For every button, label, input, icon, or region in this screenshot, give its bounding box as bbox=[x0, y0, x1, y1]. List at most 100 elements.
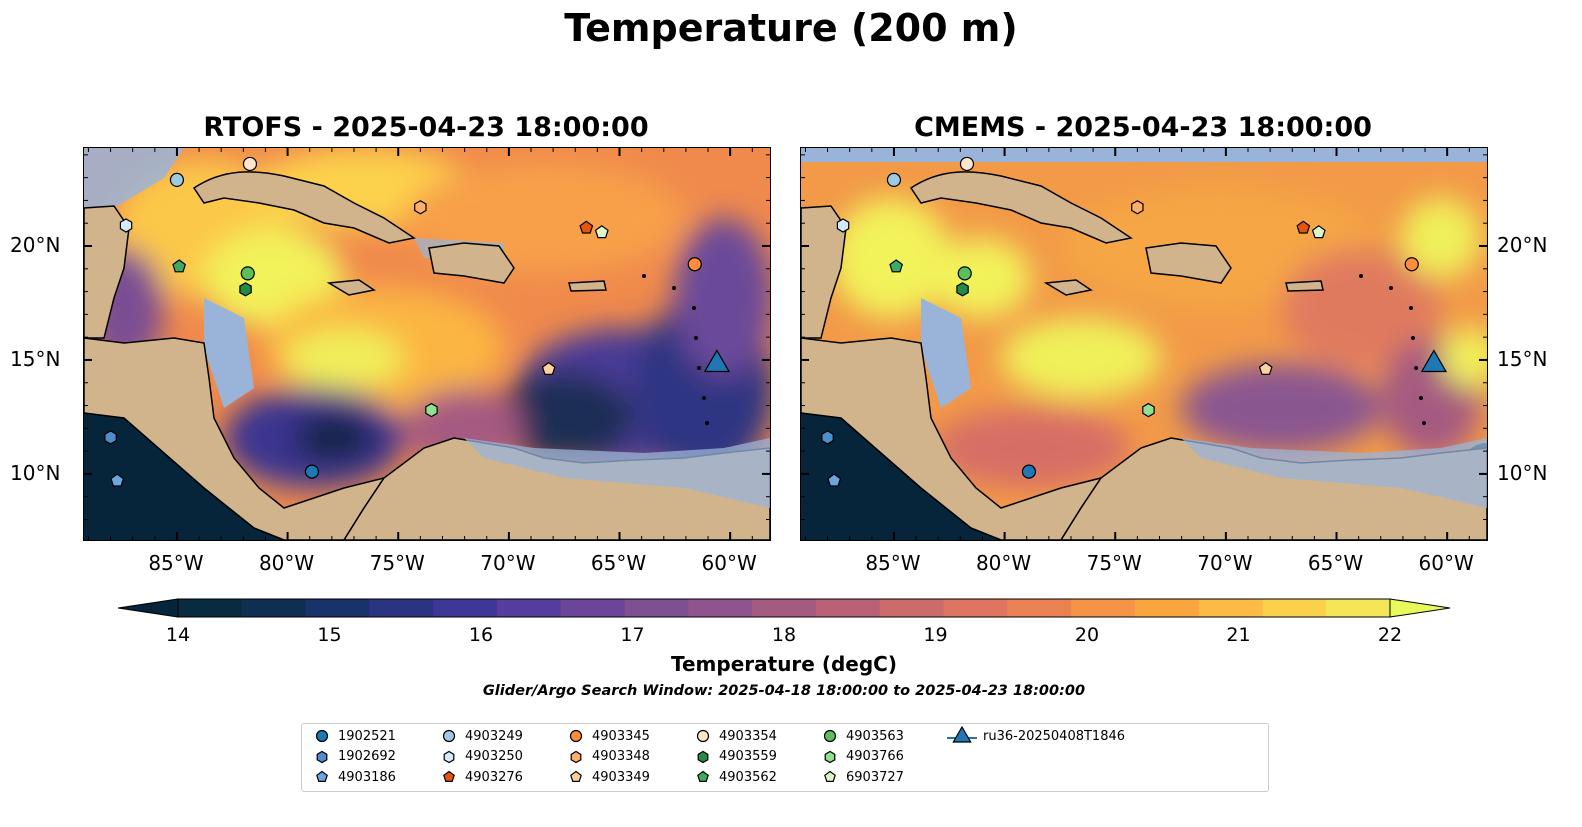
map-rtofs[interactable] bbox=[83, 147, 771, 541]
legend-item: 4903766 bbox=[820, 747, 904, 767]
colorbar-bin bbox=[1198, 599, 1263, 617]
legend-label: 4903349 bbox=[592, 769, 650, 785]
colorbar bbox=[118, 598, 1451, 618]
land-cuba bbox=[909, 171, 1133, 244]
legend-marker bbox=[697, 750, 709, 763]
colorbar-tick-label: 16 bbox=[468, 624, 494, 646]
legend-marker bbox=[696, 729, 710, 743]
colorbar-bin bbox=[1007, 599, 1072, 617]
colorbar-tick-label: 19 bbox=[923, 624, 948, 646]
colorbar-bin bbox=[624, 599, 689, 617]
legend-marker-icon bbox=[443, 750, 455, 763]
colorbar-bin bbox=[1326, 599, 1391, 617]
legend-marker-icon bbox=[442, 729, 456, 743]
float-marker-1902692 bbox=[821, 430, 834, 445]
float-marker-4903186 bbox=[827, 473, 842, 487]
colorbar-bin bbox=[1262, 599, 1327, 617]
colorbar-tick-label: 20 bbox=[1074, 624, 1100, 646]
colorbar-bin bbox=[943, 599, 1008, 617]
lon-tick-label: 60°W bbox=[701, 551, 757, 575]
legend-marker bbox=[315, 729, 329, 743]
colorbar-bin bbox=[688, 599, 753, 617]
float-marker-4903345 bbox=[687, 257, 702, 272]
colorbar-tick-label: 17 bbox=[620, 624, 645, 646]
land-hispaniola bbox=[428, 242, 515, 284]
float-marker-4903276 bbox=[579, 220, 594, 234]
lon-tick-label: 65°W bbox=[1307, 551, 1364, 575]
float-marker-6903727 bbox=[594, 225, 609, 239]
float-marker-4903766 bbox=[425, 402, 438, 418]
legend-label: 1902692 bbox=[338, 749, 396, 764]
legend-item: 1902692 bbox=[312, 747, 396, 767]
legend-marker bbox=[316, 770, 328, 782]
land bbox=[801, 171, 1487, 540]
legend-label: 4903186 bbox=[338, 769, 396, 785]
lat-tick-label: 20°N bbox=[1497, 233, 1548, 257]
float-marker-4903250 bbox=[836, 218, 850, 233]
lat-tick-label: 15°N bbox=[10, 346, 61, 371]
legend-marker-icon bbox=[315, 729, 329, 743]
colorbar-under-extend bbox=[118, 598, 179, 618]
float-marker-4903348 bbox=[414, 200, 427, 215]
legend-item: 4903250 bbox=[439, 747, 523, 767]
legend-marker-icon bbox=[697, 770, 709, 782]
land-jamaica bbox=[326, 279, 376, 296]
float-marker-4903249 bbox=[169, 172, 185, 188]
land bbox=[84, 171, 770, 540]
lon-tick-label: 65°W bbox=[590, 551, 647, 575]
legend-marker-icon bbox=[443, 770, 455, 782]
float-marker-1902521 bbox=[1021, 464, 1037, 479]
float-marker-4903766 bbox=[1142, 402, 1155, 418]
legend-marker-icon bbox=[316, 770, 328, 782]
float-markers bbox=[104, 156, 731, 487]
legend-item: 4903249 bbox=[439, 726, 523, 746]
lon-tick-label: 70°W bbox=[1197, 551, 1253, 575]
float-marker-4903348 bbox=[1131, 200, 1144, 215]
lon-tick-label: 85°W bbox=[148, 551, 204, 575]
float-marker-4903349 bbox=[541, 361, 556, 375]
legend-label: 4903563 bbox=[846, 728, 904, 744]
search-window-subtitle: Glider/Argo Search Window: 2025-04-18 18… bbox=[482, 683, 1086, 699]
legend-label: 4903559 bbox=[719, 749, 777, 764]
legend-marker-icon bbox=[824, 770, 836, 782]
legend-marker-icon bbox=[823, 729, 837, 743]
legend-marker bbox=[824, 770, 836, 782]
float-marker-1902692 bbox=[104, 430, 117, 445]
colorbar-bin bbox=[752, 599, 817, 617]
float-marker-4903354 bbox=[242, 156, 258, 172]
colorbar-tick-label: 18 bbox=[771, 624, 797, 646]
colorbar-bin bbox=[1134, 599, 1200, 617]
legend-label: 4903249 bbox=[465, 728, 523, 744]
float-marker-ru36-20250408T1846 bbox=[1420, 349, 1448, 373]
colorbar-over-extend bbox=[1389, 598, 1451, 618]
lat-tick-label: 20°N bbox=[10, 233, 61, 257]
land-puerto-rico bbox=[1285, 280, 1324, 292]
map-cmems[interactable] bbox=[800, 147, 1488, 541]
pacific-ocean bbox=[84, 413, 284, 540]
lat-tick-label: 15°N bbox=[1497, 346, 1548, 371]
figure-title: Temperature (200 m) bbox=[564, 6, 1018, 50]
legend-label: 4903345 bbox=[592, 728, 650, 744]
legend-item: 4903562 bbox=[693, 767, 777, 787]
float-marker-4903249 bbox=[886, 172, 902, 188]
legend-label: 6903727 bbox=[846, 769, 904, 785]
colorbar-bin bbox=[433, 599, 498, 617]
legend-label: 4903766 bbox=[846, 749, 904, 764]
float-marker-ru36-20250408T1846 bbox=[703, 349, 731, 373]
colorbar-frame bbox=[177, 598, 1391, 618]
lon-tick-label: 70°W bbox=[480, 551, 536, 575]
legend-marker bbox=[952, 726, 972, 743]
lon-tick-label: 60°W bbox=[1418, 551, 1474, 575]
float-marker-6903727 bbox=[1311, 225, 1326, 239]
land-hispaniola bbox=[1145, 242, 1232, 284]
colorbar-bin bbox=[1071, 599, 1136, 617]
colorbar-bin bbox=[560, 599, 626, 617]
colorbar-label: Temperature (degC) bbox=[671, 652, 897, 676]
float-marker-1902521 bbox=[304, 464, 320, 479]
land-cuba bbox=[192, 171, 416, 244]
legend-marker bbox=[697, 770, 709, 782]
float-markers bbox=[821, 156, 1448, 487]
legend-label: 4903354 bbox=[719, 728, 777, 744]
float-marker-4903563 bbox=[957, 266, 972, 281]
legend-marker-icon bbox=[316, 750, 328, 763]
